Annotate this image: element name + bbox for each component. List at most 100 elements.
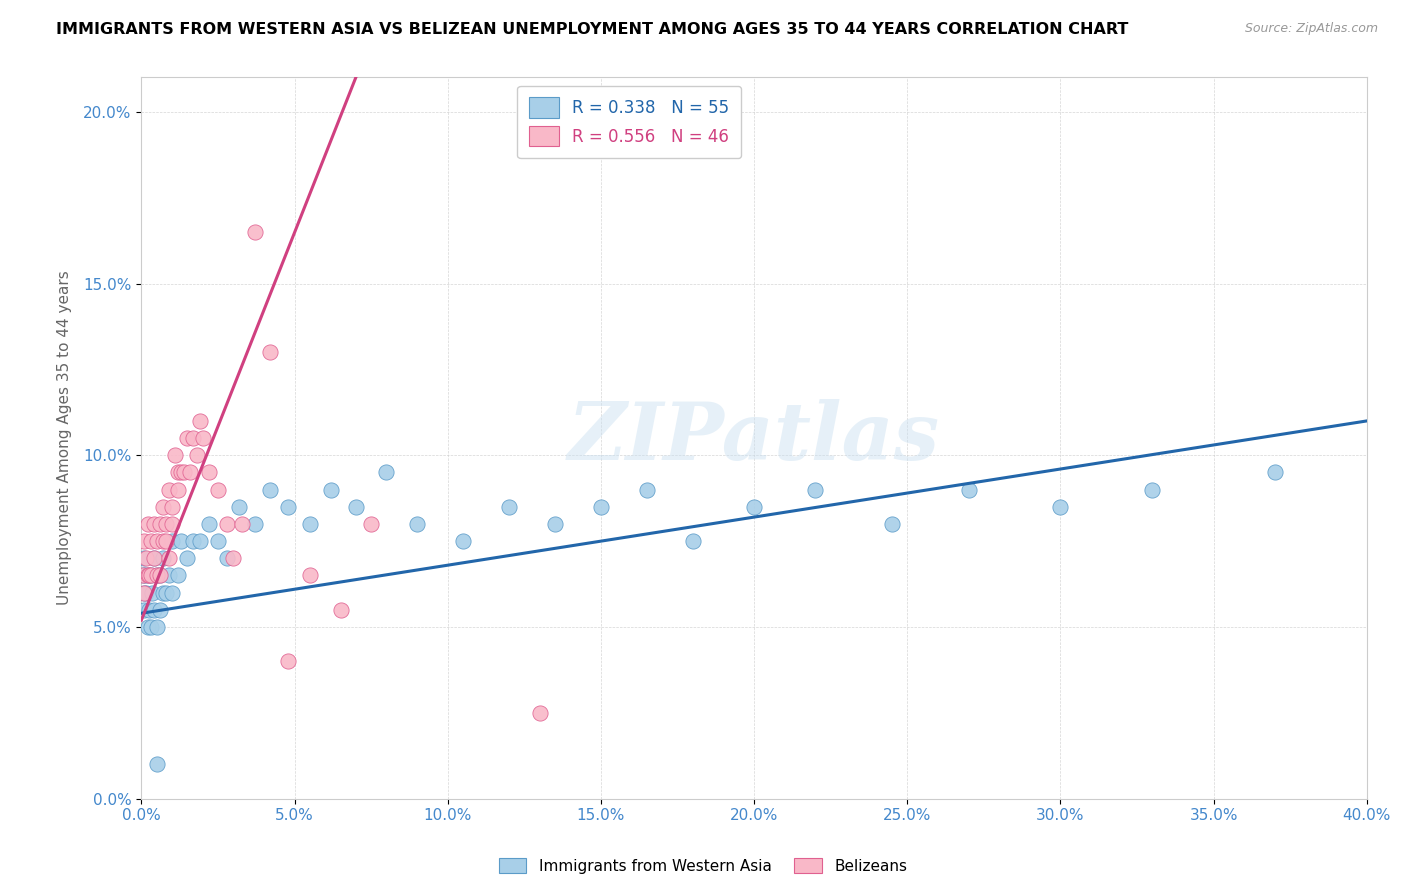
Point [191,431,214,445]
Point [145,568,167,582]
Point [259,483,281,497]
Point [277,654,299,668]
Point [222,551,245,566]
Point [804,483,827,497]
Point [277,500,299,514]
Point [957,483,980,497]
Point [360,516,382,531]
Point [1142,483,1164,497]
Point [149,516,172,531]
Point [132,568,155,582]
Point [880,516,903,531]
Point [170,466,193,480]
Text: Source: ZipAtlas.com: Source: ZipAtlas.com [1244,22,1378,36]
Point [138,603,160,617]
Point [139,534,162,549]
Point [173,466,195,480]
Point [157,483,180,497]
Point [152,500,174,514]
Point [197,466,219,480]
Point [134,534,156,549]
Point [217,516,239,531]
Point [243,225,266,239]
Point [160,585,183,599]
Legend: R = 0.338   N = 55, R = 0.556   N = 46: R = 0.338 N = 55, R = 0.556 N = 46 [517,86,741,158]
Point [145,757,167,772]
Text: ZIPatlas: ZIPatlas [568,400,941,477]
Point [589,500,612,514]
Point [160,500,183,514]
Point [139,568,162,582]
Point [160,534,183,549]
Point [165,448,187,462]
Point [145,534,167,549]
Point [167,483,190,497]
Point [207,534,229,549]
Point [157,568,180,582]
Point [134,603,156,617]
Point [141,585,163,599]
Point [176,431,198,445]
Point [243,516,266,531]
Point [139,620,162,634]
Text: IMMIGRANTS FROM WESTERN ASIA VS BELIZEAN UNEMPLOYMENT AMONG AGES 35 TO 44 YEARS : IMMIGRANTS FROM WESTERN ASIA VS BELIZEAN… [56,22,1129,37]
Point [228,500,250,514]
Point [544,516,567,531]
Point [139,568,162,582]
Point [152,534,174,549]
Point [406,516,429,531]
Point [344,500,367,514]
Point [188,534,211,549]
Point [142,516,165,531]
Point [179,466,201,480]
Point [152,551,174,566]
Point [155,534,177,549]
Point [451,534,474,549]
Point [742,500,765,514]
Point [135,551,157,566]
Point [329,603,352,617]
Point [138,568,160,582]
Point [636,483,658,497]
Point [298,516,321,531]
Point [176,551,198,566]
Point [1264,466,1286,480]
Point [167,466,190,480]
Point [183,431,205,445]
Point [188,414,211,428]
Point [155,516,177,531]
Point [132,585,155,599]
Point [132,568,155,582]
Point [134,585,156,599]
Point [136,620,159,634]
Point [136,516,159,531]
Point [375,466,398,480]
Point [186,448,208,462]
Point [167,568,190,582]
Point [160,516,183,531]
Point [217,551,239,566]
Point [142,551,165,566]
Y-axis label: Unemployment Among Ages 35 to 44 years: Unemployment Among Ages 35 to 44 years [58,271,72,606]
Point [183,534,205,549]
Point [145,568,167,582]
Point [136,568,159,582]
Legend: Immigrants from Western Asia, Belizeans: Immigrants from Western Asia, Belizeans [492,852,914,880]
Point [259,345,281,359]
Point [231,516,253,531]
Point [197,516,219,531]
Point [134,568,156,582]
Point [498,500,520,514]
Point [321,483,343,497]
Point [1049,500,1071,514]
Point [145,620,167,634]
Point [142,551,165,566]
Point [135,585,157,599]
Point [149,568,172,582]
Point [152,585,174,599]
Point [142,603,165,617]
Point [207,483,229,497]
Point [682,534,704,549]
Point [136,568,159,582]
Point [134,551,156,566]
